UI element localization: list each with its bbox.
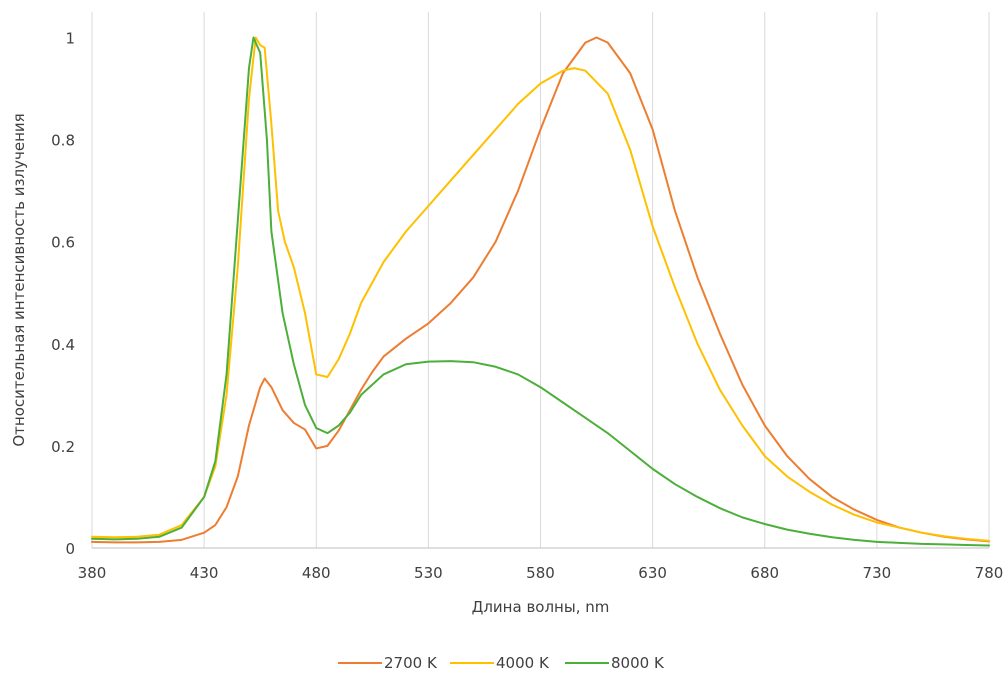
x-tick-label: 530 [414, 564, 443, 582]
x-tick-label: 480 [302, 564, 331, 582]
gridlines [91, 12, 990, 549]
y-axis-title: Относительная интенсивность излучения [10, 113, 28, 446]
legend-label: 4000 K [496, 654, 550, 672]
legend: 2700 K 4000 K 8000 K [338, 654, 665, 672]
y-tick-label: 0.4 [51, 336, 75, 354]
legend-item: 2700 K [338, 654, 438, 672]
y-tick-label: 0.8 [51, 132, 75, 150]
x-tick-label: 730 [863, 564, 892, 582]
legend-label: 2700 K [384, 654, 438, 672]
x-tick-label: 780 [975, 564, 1004, 582]
series-line-4000k [91, 36, 990, 542]
y-tick-labels: 0 0.2 0.4 0.6 0.8 1 [51, 30, 75, 558]
y-tick-label: 0.2 [51, 438, 75, 456]
series-line-8000k [91, 36, 990, 547]
x-axis-title: Длина волны, nm [472, 598, 610, 616]
x-tick-label: 680 [750, 564, 779, 582]
legend-label: 8000 K [611, 654, 665, 672]
x-tick-label: 580 [526, 564, 555, 582]
x-tick-labels: 380 430 480 530 580 630 680 730 780 [78, 564, 1004, 582]
series-line-2700k [91, 36, 990, 544]
y-tick-label: 0 [65, 540, 75, 558]
legend-item: 8000 K [565, 654, 665, 672]
x-tick-label: 630 [638, 564, 667, 582]
x-tick-label: 380 [78, 564, 107, 582]
y-tick-label: 1 [65, 30, 75, 48]
y-tick-label: 0.6 [51, 234, 75, 252]
legend-item: 4000 K [450, 654, 550, 672]
x-tick-label: 430 [190, 564, 219, 582]
series-lines [91, 36, 990, 547]
